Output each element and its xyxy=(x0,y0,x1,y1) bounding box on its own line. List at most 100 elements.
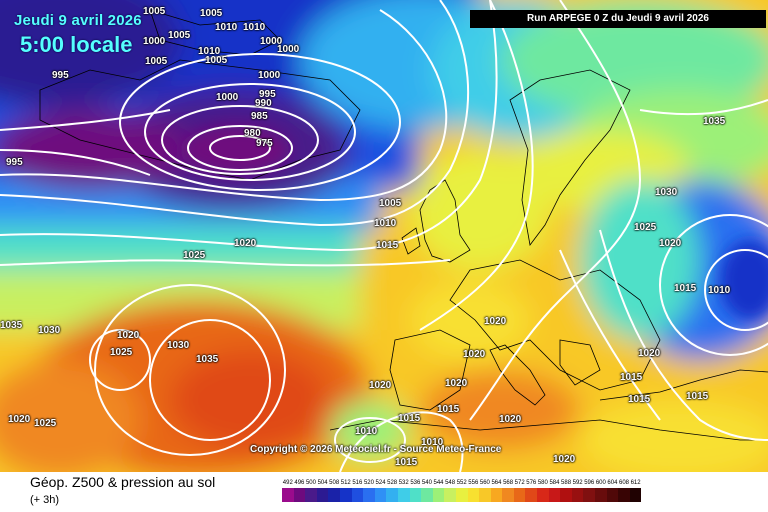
isobar-label: 1020 xyxy=(484,316,507,327)
scale-swatch xyxy=(490,488,503,502)
scale-label: 552 xyxy=(456,480,467,486)
scale-label: 516 xyxy=(352,480,363,486)
scale-label: 500 xyxy=(305,480,316,486)
isobar-label: 1035 xyxy=(0,320,23,331)
scale-swatch xyxy=(328,488,340,502)
isobar-label: 1010 xyxy=(198,46,221,57)
scale-label: 588 xyxy=(561,480,572,486)
scale-item: 592 xyxy=(571,478,584,510)
isobar-label: 1020 xyxy=(445,378,468,389)
scale-item: 556 xyxy=(467,478,480,510)
isobar-label: 975 xyxy=(256,138,273,149)
scale-label: 508 xyxy=(329,480,340,486)
scale-item: 568 xyxy=(502,478,514,510)
isobar-label: 1005 xyxy=(145,56,168,67)
scale-label: 600 xyxy=(595,480,606,486)
scale-item: 532 xyxy=(397,478,410,510)
scale-swatch xyxy=(305,488,317,502)
forecast-date: Jeudi 9 avril 2026 xyxy=(14,12,142,29)
isobar-label: 1035 xyxy=(196,354,219,365)
scale-swatch xyxy=(479,488,491,502)
scale-swatch xyxy=(409,488,422,502)
scale-label: 512 xyxy=(340,480,351,486)
legend-subtitle: (+ 3h) xyxy=(30,494,60,506)
isobar-label: 1010 xyxy=(355,426,378,437)
isobar-label: 1010 xyxy=(708,285,731,296)
isobar-label: 1025 xyxy=(634,222,657,233)
coastlines xyxy=(39,9,768,441)
isobar-label: 1015 xyxy=(674,283,697,294)
isobar-label: 1015 xyxy=(686,391,709,402)
isobar-label: 1005 xyxy=(143,6,166,17)
scale-swatch xyxy=(595,488,607,502)
scale-swatch xyxy=(513,488,526,502)
isobar-label: 995 xyxy=(52,70,69,81)
model-run-info: Run ARPEGE 0 Z du Jeudi 9 avril 2026 xyxy=(470,10,766,28)
scale-item: 520 xyxy=(363,478,375,510)
isobar-label: 980 xyxy=(244,128,261,139)
scale-label: 496 xyxy=(294,480,305,486)
scale-swatch xyxy=(548,488,561,502)
isobar-label: 1005 xyxy=(379,198,402,209)
isobar-label: 1000 xyxy=(216,92,239,103)
scale-label: 592 xyxy=(572,480,583,486)
scale-label: 556 xyxy=(468,480,479,486)
isobar-label: 1010 xyxy=(374,218,397,229)
scale-item: 496 xyxy=(293,478,306,510)
scale-item: 508 xyxy=(328,478,340,510)
scale-item: 608 xyxy=(618,478,630,510)
scale-label: 528 xyxy=(387,480,398,486)
scale-label: 584 xyxy=(549,480,560,486)
scale-item: 504 xyxy=(316,478,329,510)
scale-swatch xyxy=(560,488,572,502)
isobar-label: 1025 xyxy=(110,347,133,358)
isobar-label: 1020 xyxy=(659,238,682,249)
isobar-label: 990 xyxy=(255,98,272,109)
isobar-label: 1025 xyxy=(183,250,206,261)
scale-swatch xyxy=(316,488,329,502)
scale-swatch xyxy=(421,488,433,502)
scale-item: 512 xyxy=(339,478,352,510)
scale-item: 544 xyxy=(432,478,445,510)
scale-swatch xyxy=(432,488,445,502)
scale-item: 560 xyxy=(479,478,491,510)
isobar-label: 1020 xyxy=(369,380,392,391)
scale-swatch xyxy=(339,488,352,502)
isobar-label: 1030 xyxy=(655,187,678,198)
scale-label: 504 xyxy=(317,480,328,486)
isobar-label: 995 xyxy=(259,89,276,100)
scale-label: 548 xyxy=(445,480,456,486)
scale-item: 572 xyxy=(513,478,526,510)
isobar-label: 1015 xyxy=(376,240,399,251)
isobar-label: 1010 xyxy=(421,437,444,448)
isobar-label: 1015 xyxy=(395,457,418,468)
isobar-label: 1035 xyxy=(703,116,726,127)
isobar-label: 1000 xyxy=(277,44,300,55)
scale-item: 492 xyxy=(282,478,294,510)
isobar-label: 1020 xyxy=(638,348,661,359)
isobar-label: 1020 xyxy=(8,414,31,425)
scale-swatch xyxy=(525,488,538,502)
scale-swatch xyxy=(629,488,642,502)
isobar-label: 1025 xyxy=(34,418,57,429)
isobar-label: 1030 xyxy=(38,325,61,336)
isobar-label: 1000 xyxy=(143,36,166,47)
scale-label: 604 xyxy=(607,480,618,486)
scale-swatch xyxy=(282,488,294,502)
scale-swatch xyxy=(386,488,398,502)
scale-label: 520 xyxy=(363,480,374,486)
isobar-label: 1015 xyxy=(437,404,460,415)
scale-label: 612 xyxy=(630,480,641,486)
scale-item: 528 xyxy=(386,478,398,510)
geopotential-field xyxy=(0,0,768,472)
scale-item: 548 xyxy=(444,478,456,510)
isobar-label: 985 xyxy=(251,111,268,122)
scale-item: 580 xyxy=(537,478,549,510)
scale-swatch xyxy=(374,488,387,502)
isobar-label: 1010 xyxy=(215,22,238,33)
scale-label: 608 xyxy=(619,480,630,486)
isobars xyxy=(0,0,768,472)
scale-swatch xyxy=(502,488,514,502)
scale-item: 576 xyxy=(525,478,538,510)
forecast-local-time: 5:00 locale xyxy=(20,32,133,57)
